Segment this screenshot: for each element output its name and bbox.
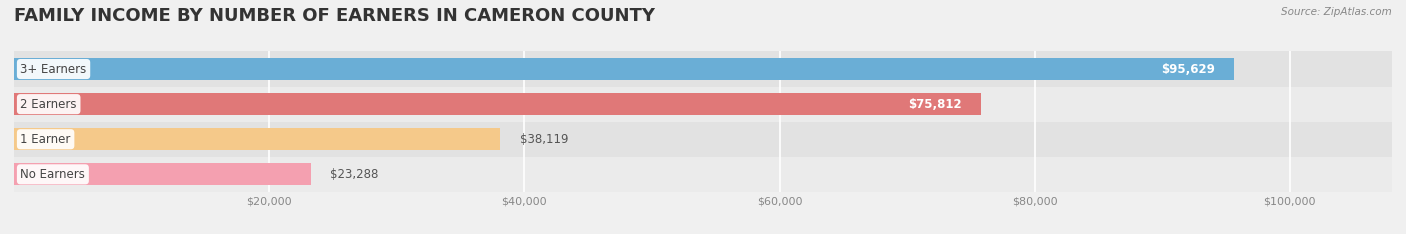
- Bar: [14, 157, 1392, 192]
- Text: 1 Earner: 1 Earner: [21, 133, 70, 146]
- Bar: [14, 87, 1392, 122]
- Bar: [14, 122, 1392, 157]
- Text: No Earners: No Earners: [21, 168, 86, 181]
- Text: $95,629: $95,629: [1161, 62, 1215, 76]
- Text: 3+ Earners: 3+ Earners: [21, 62, 87, 76]
- Bar: [14, 128, 501, 150]
- Text: Source: ZipAtlas.com: Source: ZipAtlas.com: [1281, 7, 1392, 17]
- Text: FAMILY INCOME BY NUMBER OF EARNERS IN CAMERON COUNTY: FAMILY INCOME BY NUMBER OF EARNERS IN CA…: [14, 7, 655, 25]
- Text: $75,812: $75,812: [908, 98, 962, 111]
- Text: $38,119: $38,119: [520, 133, 568, 146]
- Text: 2 Earners: 2 Earners: [21, 98, 77, 111]
- Text: $23,288: $23,288: [330, 168, 378, 181]
- Bar: [14, 163, 311, 185]
- Bar: [14, 93, 981, 115]
- Bar: [14, 58, 1234, 80]
- Bar: [14, 51, 1392, 87]
